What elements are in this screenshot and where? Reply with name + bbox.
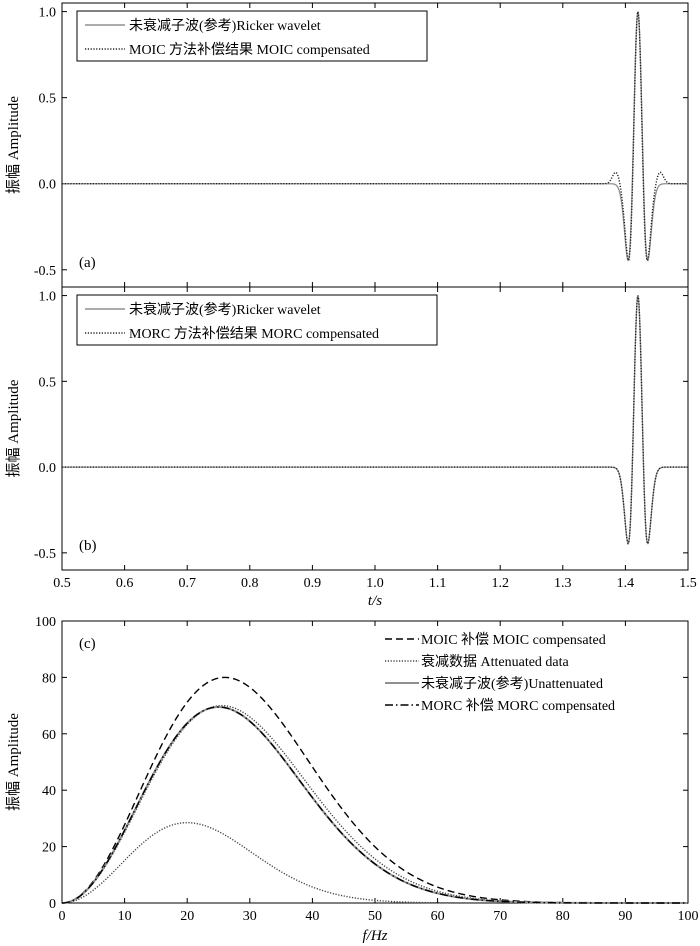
x-tick-label: 10 bbox=[118, 909, 132, 924]
legend-entry: 未衰减子波(参考)Ricker wavelet bbox=[129, 301, 321, 318]
series-line bbox=[62, 11, 688, 263]
x-tick-label: 1.4 bbox=[617, 576, 635, 591]
y-tick-label: 40 bbox=[42, 784, 56, 799]
y-tick-label: 1.0 bbox=[39, 6, 57, 21]
y-tick-label: 0 bbox=[49, 897, 56, 912]
x-tick-label: 1.1 bbox=[429, 576, 447, 591]
x-tick-label: 40 bbox=[305, 909, 319, 924]
series-line bbox=[61, 821, 688, 904]
x-tick-label: 30 bbox=[243, 909, 257, 924]
y-tick-label: 100 bbox=[35, 615, 56, 630]
x-tick-label: 0.5 bbox=[53, 576, 71, 591]
legend-box bbox=[76, 10, 428, 62]
legend-entry: MORC 方法补偿结果 MORC compensated bbox=[129, 326, 379, 342]
legend-box bbox=[76, 294, 438, 346]
series-line bbox=[62, 295, 688, 545]
y-tick-label: 0.5 bbox=[39, 375, 57, 390]
y-tick-label: 60 bbox=[42, 728, 56, 743]
y-tick-label: -0.5 bbox=[34, 547, 56, 562]
x-tick-label: 1.0 bbox=[366, 576, 384, 591]
x-tick-label: 1.5 bbox=[679, 576, 697, 591]
series-line bbox=[61, 706, 688, 904]
panel-label: (c) bbox=[79, 636, 96, 652]
legend-entry: MOIC 方法补偿结果 MOIC compensated bbox=[129, 42, 370, 58]
legend-entry: MORC 补偿 MORC compensated bbox=[421, 698, 615, 714]
x-tick-label: 60 bbox=[431, 909, 445, 924]
series-line bbox=[61, 704, 688, 904]
y-tick-label: 20 bbox=[42, 841, 56, 856]
y-tick-label: 0.0 bbox=[39, 461, 57, 476]
x-axis-label: t/s bbox=[368, 593, 382, 609]
x-tick-label: 0.9 bbox=[304, 576, 322, 591]
y-axis-label: 振幅 Amplitude bbox=[5, 96, 22, 194]
panel-a: -0.5 0.0 0.5 1.0 振幅 Amplitude (a) 未衰减子波(参考)Ric… bbox=[5, 2, 689, 288]
y-tick-label: 0.0 bbox=[39, 178, 57, 193]
x-tick-label: 20 bbox=[180, 909, 194, 924]
y-tick-label: 80 bbox=[42, 671, 56, 686]
y-tick-label: 0.5 bbox=[39, 92, 57, 107]
x-tick-label: 0 bbox=[59, 909, 66, 924]
x-axis-label: f/Hz bbox=[362, 928, 387, 944]
legend-entry: 未衰减子波(参考)Ricker wavelet bbox=[129, 17, 321, 34]
panel-label: (a) bbox=[79, 255, 96, 271]
x-tick-label: 0.6 bbox=[116, 576, 134, 591]
x-tick-label: 100 bbox=[678, 909, 699, 924]
y-axis-label: 振幅 Amplitude bbox=[5, 713, 22, 811]
plot-frame bbox=[61, 620, 689, 904]
x-tick-label: 70 bbox=[493, 909, 507, 924]
x-tick-label: 0.8 bbox=[241, 576, 259, 591]
legend-entry: 衰减数据 Attenuated data bbox=[421, 653, 570, 670]
x-tick-label: 90 bbox=[618, 909, 632, 924]
x-tick-label: 50 bbox=[368, 909, 382, 924]
x-tick-label: 80 bbox=[556, 909, 570, 924]
x-tick-label: 1.2 bbox=[491, 576, 509, 591]
legend-entry: 未衰减子波(参考)Unattenuated bbox=[421, 675, 603, 692]
panel-c: 0 20 40 60 80 100 0 10 20 30 40 50 60 70 80 90 100 振幅 Amp… bbox=[5, 615, 699, 944]
y-axis-label: 振幅 Amplitude bbox=[5, 379, 22, 477]
y-tick-label: -0.5 bbox=[34, 264, 56, 279]
series-line bbox=[61, 706, 688, 904]
y-tick-label: 1.0 bbox=[39, 290, 57, 305]
x-tick-label: 0.7 bbox=[178, 576, 196, 591]
legend-entry: MOIC 补偿 MOIC compensated bbox=[421, 632, 606, 648]
panel-label: (b) bbox=[79, 538, 97, 554]
x-tick-label: 1.3 bbox=[554, 576, 572, 591]
panel-b: -0.5 0.0 0.5 1.0 0.5 0.6 0.7 0.8 0.9 1.0 1.1 1.2 1.3… bbox=[5, 286, 697, 609]
